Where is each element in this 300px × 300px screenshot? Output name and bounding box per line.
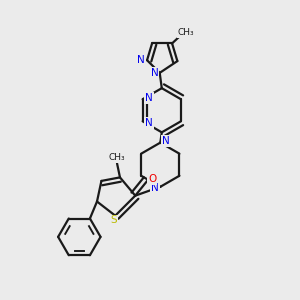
Text: O: O: [148, 174, 157, 184]
Text: CH₃: CH₃: [178, 28, 194, 37]
Text: N: N: [137, 55, 145, 65]
Text: N: N: [151, 183, 159, 193]
Text: N: N: [145, 93, 153, 103]
Text: N: N: [145, 118, 153, 128]
Text: N: N: [162, 136, 170, 146]
Text: S: S: [110, 215, 117, 225]
Text: N: N: [151, 68, 158, 78]
Text: CH₃: CH₃: [109, 153, 125, 162]
